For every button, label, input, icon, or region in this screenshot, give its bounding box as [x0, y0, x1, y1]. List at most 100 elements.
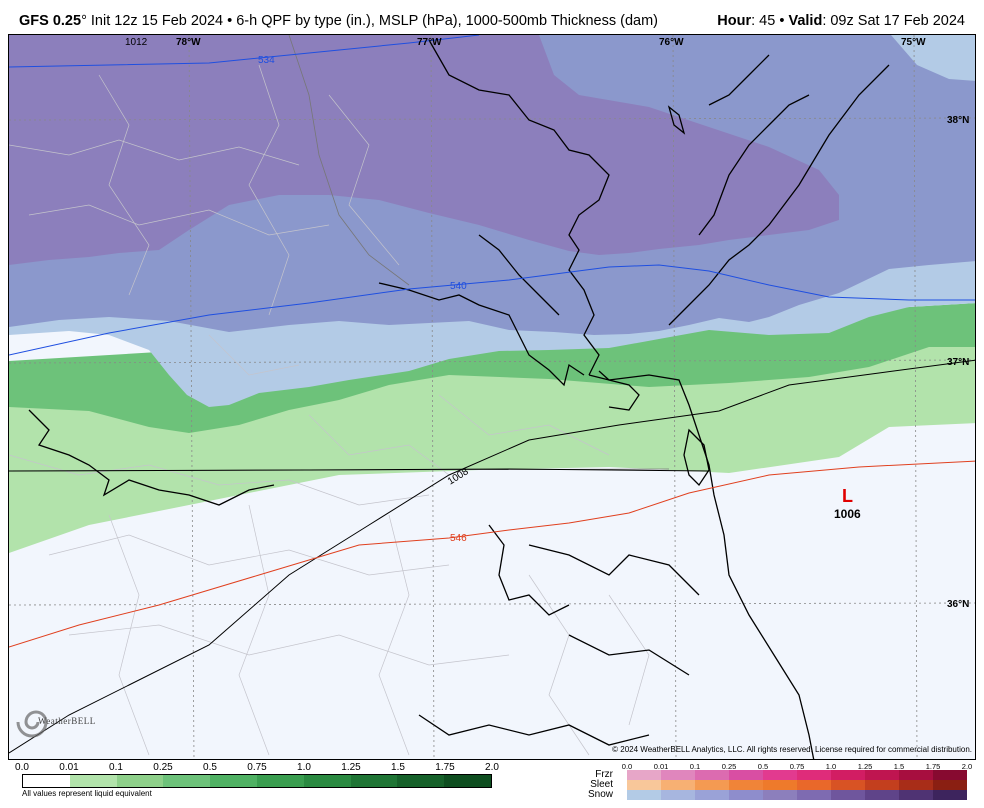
ptype-color-swatch	[695, 780, 729, 790]
ptype-color-swatch	[695, 770, 729, 780]
low-pressure-value: 1006	[834, 507, 861, 521]
ptype-color-swatch	[831, 790, 865, 800]
legend-note: All values represent liquid equivalent	[22, 789, 152, 798]
ptype-color-swatch	[933, 770, 967, 780]
ptype-color-swatch	[865, 790, 899, 800]
ptype-color-swatch	[899, 770, 933, 780]
isobar-1008	[9, 359, 975, 754]
thickness-534-line	[9, 35, 480, 68]
ptype-color-swatch	[661, 770, 695, 780]
ptype-scale-label: 2.0	[961, 762, 973, 771]
storm-swirl-icon	[16, 710, 48, 738]
ptype-color-swatch	[797, 790, 831, 800]
ptype-color-swatch	[695, 790, 729, 800]
ptype-scale-label: 1.25	[857, 762, 873, 771]
ptype-color-swatch	[763, 790, 797, 800]
ptype-name: Frzr	[595, 769, 613, 780]
map-canvas: 78°W 77°W 76°W 75°W 38°N 37°N 36°N 1012 …	[9, 35, 975, 759]
qpf-color-swatch	[69, 775, 117, 787]
isobars	[9, 359, 975, 754]
qpf-color-swatch	[163, 775, 211, 787]
longitude-label: 76°W	[659, 37, 684, 48]
ptype-color-swatch	[797, 770, 831, 780]
latitude-label: 38°N	[947, 115, 969, 126]
title-bar: GFS 0.25° Init 12z 15 Feb 2024 • 6-h QPF…	[0, 0, 984, 34]
ptype-name: Snow	[587, 789, 613, 800]
snow-heavy-area	[9, 35, 839, 265]
qpf-color-swatch	[444, 775, 491, 787]
hour-label: Hour	[717, 13, 752, 29]
ptype-scale-label: 0.0	[621, 762, 633, 771]
ptype-color-swatch	[933, 790, 967, 800]
ptype-color-swatch	[661, 780, 695, 790]
graticule	[9, 35, 975, 759]
ptype-color-swatch	[865, 780, 899, 790]
low-pressure-marker: L	[842, 486, 853, 506]
ptype-scale-label: 1.75	[925, 762, 941, 771]
ptype-color-swatch	[797, 780, 831, 790]
bullet-separator: •	[775, 13, 789, 29]
thickness-540-line	[9, 264, 975, 356]
qpf-scale-label: 0.5	[203, 762, 217, 773]
latitude-label: 36°N	[947, 599, 969, 610]
qpf-color-swatch	[116, 775, 164, 787]
county-boundaries	[9, 64, 650, 756]
ptype-color-swatch	[627, 790, 661, 800]
qpf-scale-label: 0.01	[59, 762, 79, 773]
longitude-label: 77°W	[417, 37, 442, 48]
qpf-scale-label: 0.25	[153, 762, 173, 773]
qpf-scale-label: 0.1	[109, 762, 123, 773]
ptype-color-swatch	[899, 790, 933, 800]
map-title: GFS 0.25° Init 12z 15 Feb 2024 • 6-h QPF…	[19, 13, 658, 29]
qpf-scale-label: 1.5	[391, 762, 405, 773]
product-description: Init 12z 15 Feb 2024 • 6-h QPF by type (…	[86, 13, 658, 29]
logo-text: WeatherBELL	[38, 716, 96, 726]
ptype-scale-label: 0.01	[653, 762, 669, 771]
qpf-scale-label: 1.75	[435, 762, 455, 773]
qpf-scale-label: 1.0	[297, 762, 311, 773]
isobar-label: 1012	[125, 37, 148, 48]
ptype-name: Sleet	[590, 779, 613, 790]
ptype-color-swatch	[933, 780, 967, 790]
ptype-color-swatch	[627, 780, 661, 790]
forecast-time: Hour: 45 • Valid: 09z Sat 17 Feb 2024	[717, 13, 965, 29]
ptype-scale-label: 0.5	[757, 762, 769, 771]
qpf-color-swatch	[350, 775, 398, 787]
ptype-color-swatch	[729, 790, 763, 800]
ptype-color-swatch	[729, 770, 763, 780]
ptype-color-scale	[627, 770, 967, 780]
qpf-scale-label: 0.75	[247, 762, 267, 773]
weatherbell-logo: WeatherBELL	[12, 700, 102, 748]
rain-moderate-area	[9, 303, 975, 433]
qpf-color-swatch	[23, 775, 70, 787]
ptype-scale-label: 0.25	[721, 762, 737, 771]
qpf-color-swatch	[256, 775, 304, 787]
degree-symbol: °	[81, 13, 87, 29]
ptype-scale-label: 0.75	[789, 762, 805, 771]
ptype-scale-label: 1.5	[893, 762, 905, 771]
qpf-color-swatch	[303, 775, 351, 787]
ptype-color-swatch	[763, 780, 797, 790]
coastline	[28, 39, 890, 759]
ptype-color-swatch	[763, 770, 797, 780]
ptype-color-swatch	[661, 790, 695, 800]
ptype-color-swatch	[865, 770, 899, 780]
thickness-label: 534	[258, 55, 275, 66]
qpf-color-scale	[22, 774, 492, 788]
qpf-color-swatch	[397, 775, 445, 787]
thickness-label: 540	[450, 281, 467, 292]
valid-value: : 09z Sat 17 Feb 2024	[822, 13, 965, 29]
weather-map: 78°W 77°W 76°W 75°W 38°N 37°N 36°N 1012 …	[8, 34, 976, 760]
qpf-scale-labels: 0.0 0.01 0.1 0.25 0.5 0.75 1.0 1.25 1.5 1.75 2.0	[15, 762, 499, 774]
ptype-color-swatch	[627, 770, 661, 780]
ptype-color-swatch	[831, 780, 865, 790]
hour-value: : 45	[751, 13, 776, 29]
copyright-notice: © 2024 WeatherBELL Analytics, LLC. All r…	[612, 745, 972, 754]
thickness-546-line	[9, 460, 975, 648]
valid-label: Valid	[788, 13, 823, 29]
ptype-color-scale	[627, 790, 967, 800]
ptype-scale-label: 0.1	[689, 762, 701, 771]
qpf-scale-label: 1.25	[341, 762, 361, 773]
qpf-legend: 0.0 0.01 0.1 0.25 0.5 0.75 1.0 1.25 1.5 1.75 2.0 A…	[15, 762, 499, 798]
ptype-scale-labels: 0.0 0.01 0.1 0.25 0.5 0.75 1.0 1.25 1.5 1.75 2.0	[622, 762, 972, 772]
